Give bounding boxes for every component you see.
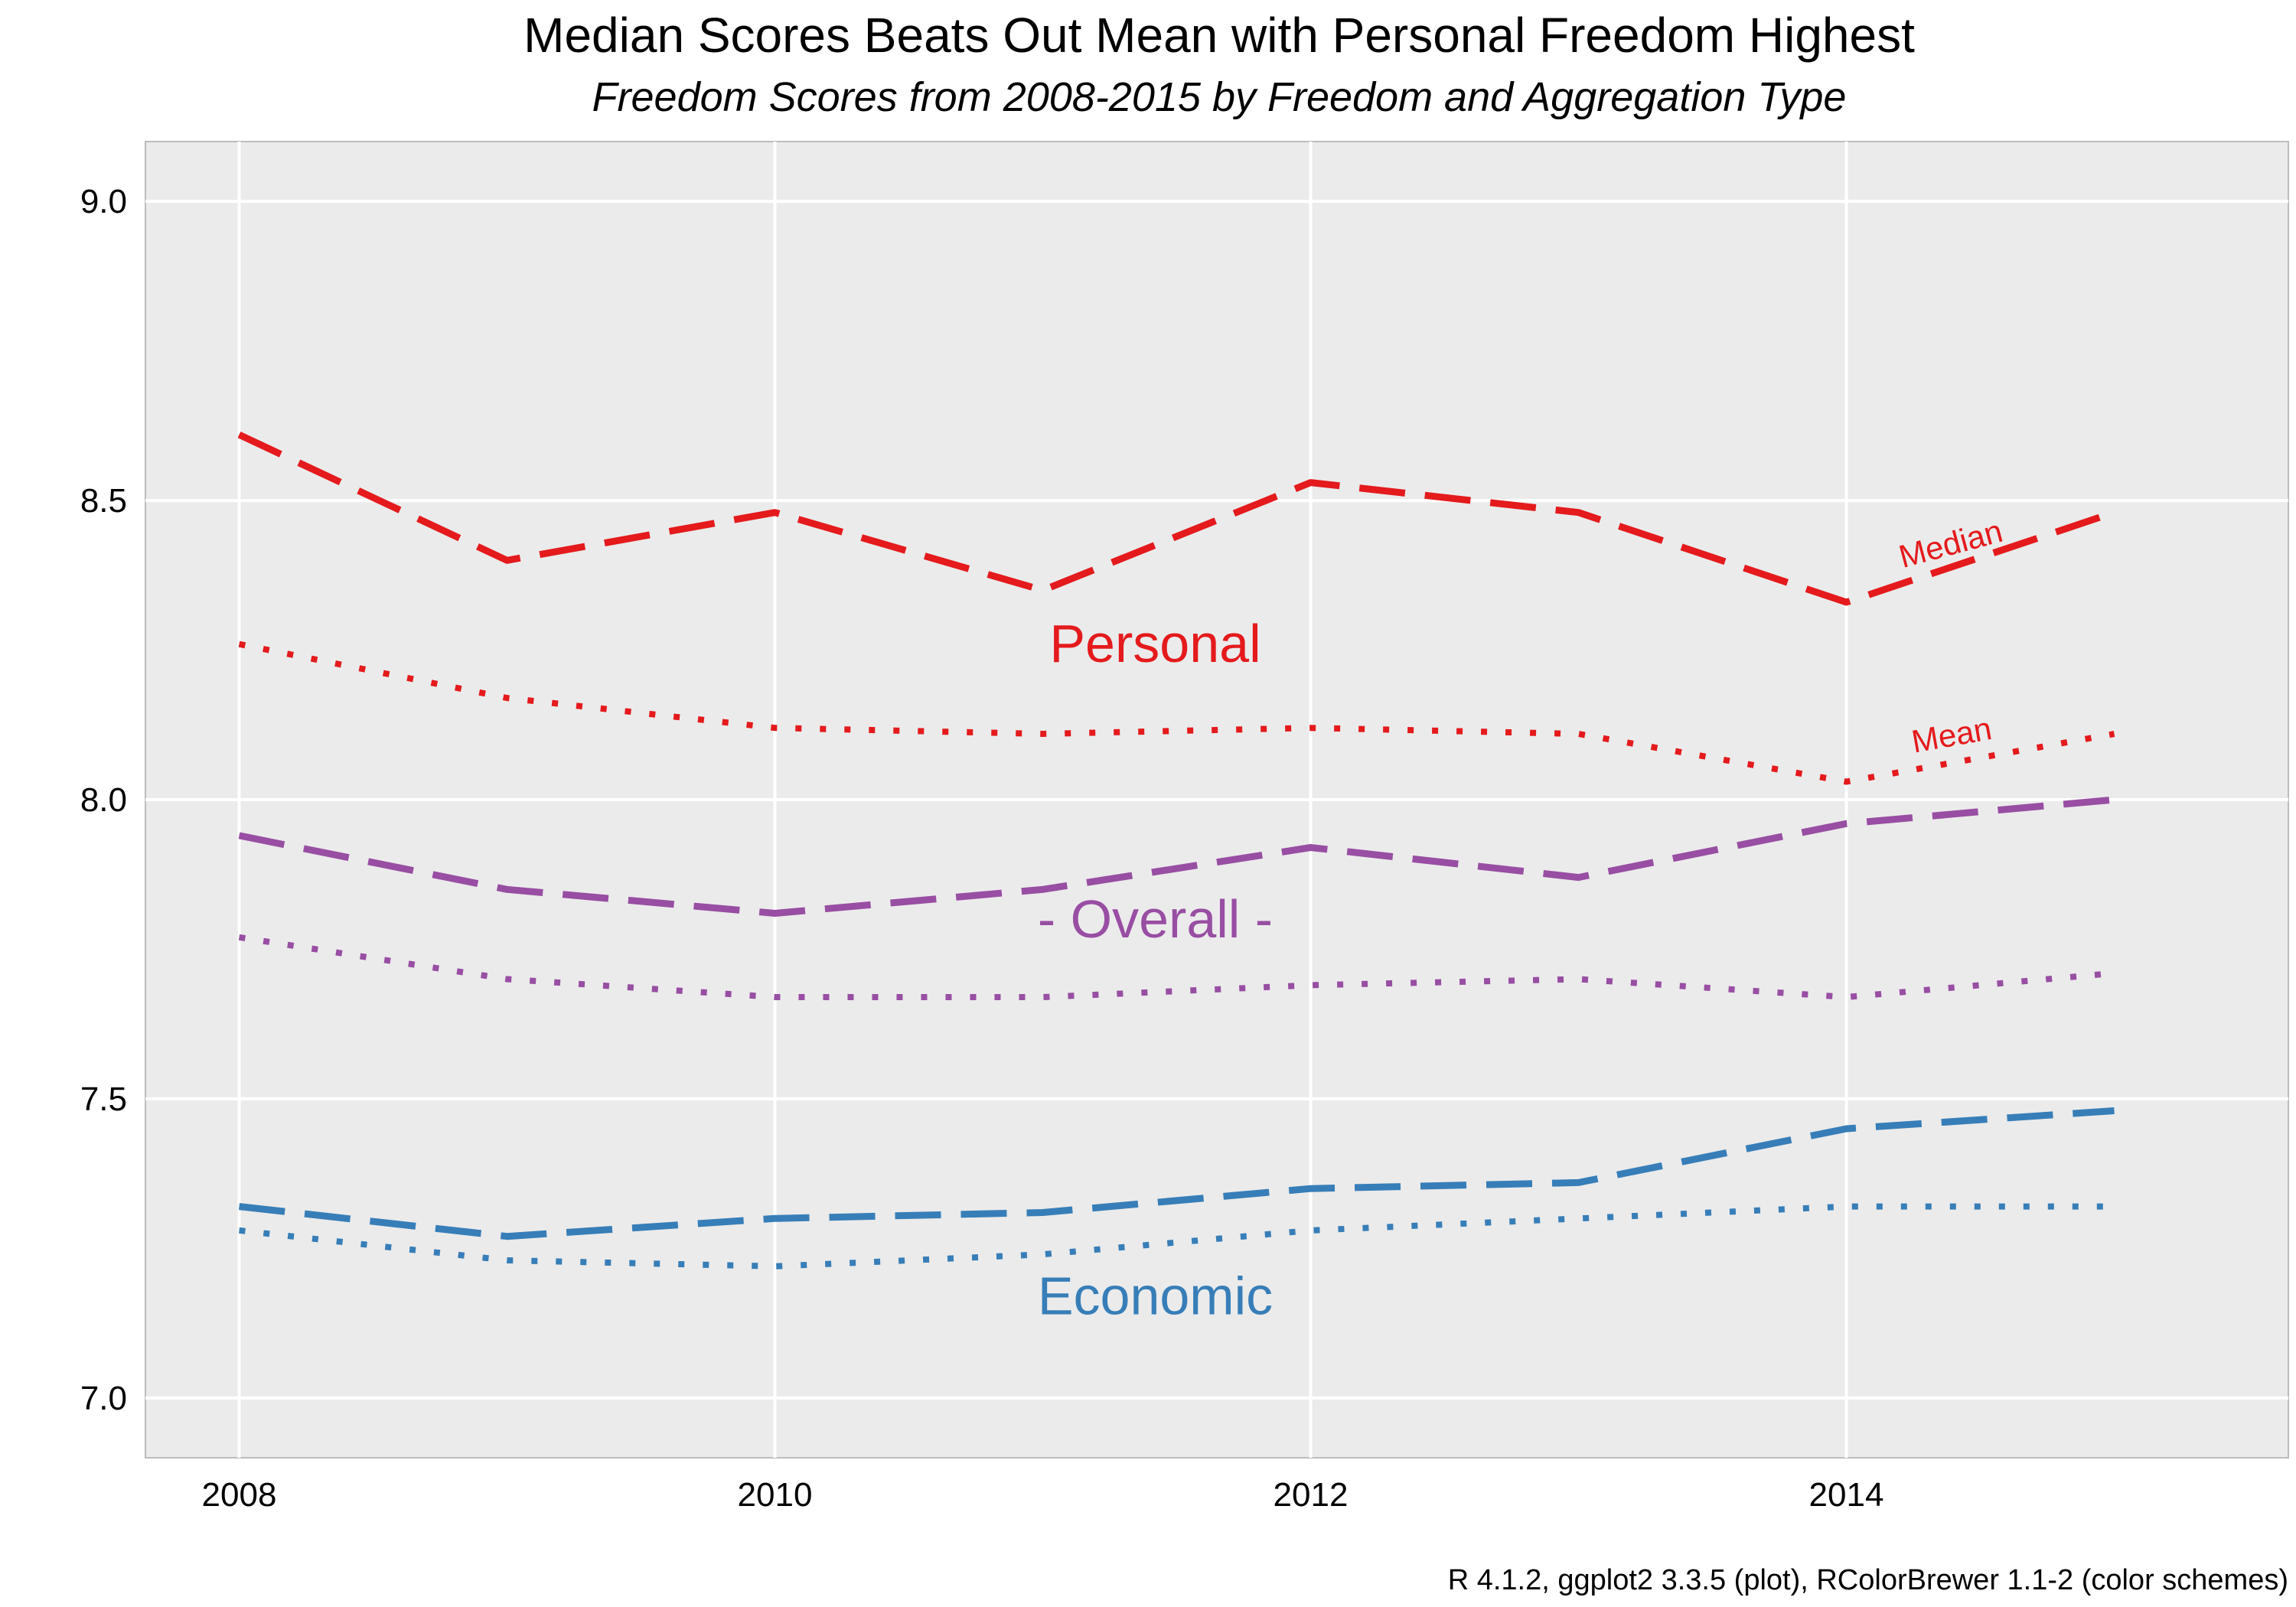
x-tick-label: 2010: [738, 1476, 813, 1514]
x-tick-label: 2012: [1274, 1476, 1349, 1514]
y-tick-label: 7.0: [80, 1380, 127, 1417]
series-lines: [237, 432, 2115, 1270]
annotation-overall: - Overall -: [1038, 889, 1273, 949]
y-tick-label: 7.5: [80, 1081, 127, 1118]
annotation-personal: Personal: [1049, 614, 1261, 673]
axes: 7.0 7.5 8.0 8.5 9.0 2008 2010 2012 2014: [80, 183, 1884, 1514]
y-tick-label: 8.5: [80, 482, 127, 520]
annotation-economic: Economic: [1038, 1266, 1273, 1325]
chart-caption: R 4.1.2, ggplot2 3.3.5 (plot), RColorBre…: [1448, 1564, 2288, 1596]
x-tick-label: 2014: [1809, 1476, 1884, 1514]
x-tick-label: 2008: [202, 1476, 277, 1514]
chart-title: Median Scores Beats Out Mean with Person…: [523, 8, 1915, 63]
series-line-personal-mean: [238, 641, 2115, 785]
grid: [145, 142, 2288, 1458]
y-tick-label: 8.0: [80, 781, 127, 819]
chart-subtitle: Freedom Scores from 2008-2015 by Freedom…: [592, 74, 1847, 120]
series-line-economic-median: [239, 1107, 2115, 1240]
series-line-overall-median: [238, 796, 2115, 917]
y-tick-label: 9.0: [80, 183, 127, 220]
series-line-personal-median: [237, 432, 2115, 606]
